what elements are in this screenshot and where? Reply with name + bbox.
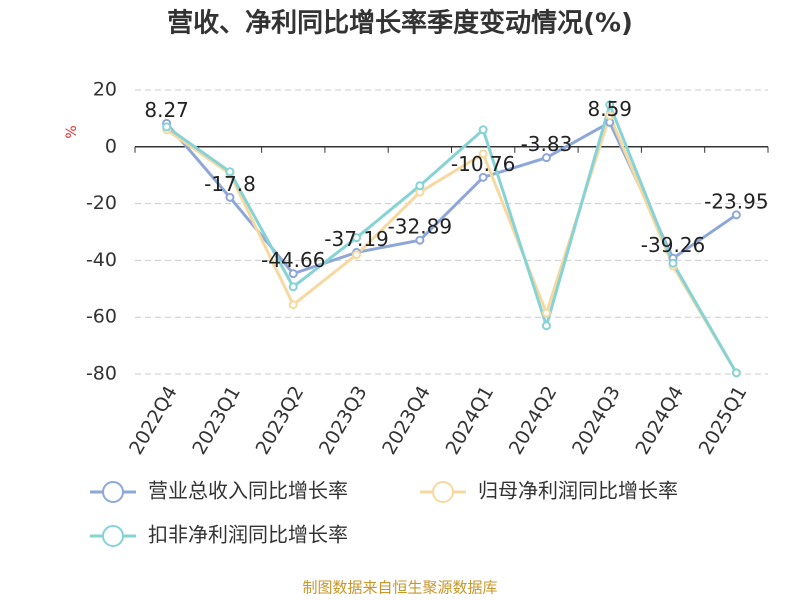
data-label: -10.76 xyxy=(451,152,515,176)
x-tick-label: 2023Q3 xyxy=(315,382,372,458)
y-tick-label: -20 xyxy=(86,192,117,214)
chart-title: 营收、净利同比增长率季度变动情况(%) xyxy=(167,8,633,39)
series-line xyxy=(165,100,738,374)
legend-label: 营业总收入同比增长率 xyxy=(148,479,348,503)
x-tick-label: 2023Q4 xyxy=(378,382,435,458)
point xyxy=(288,282,298,292)
x-tick-label: 2024Q3 xyxy=(568,382,625,458)
point xyxy=(352,250,362,260)
x-tick-label: 2024Q4 xyxy=(631,382,688,458)
point xyxy=(541,153,551,163)
data-label: -44.66 xyxy=(261,248,325,272)
legend-marker xyxy=(102,525,124,547)
y-axis-label: % xyxy=(64,125,80,138)
data-label: 8.59 xyxy=(587,97,632,121)
data-label: -3.83 xyxy=(521,132,573,156)
x-tick-label: 2025Q1 xyxy=(695,382,752,458)
series-line xyxy=(165,111,738,374)
y-tick-label: -40 xyxy=(86,249,117,271)
point xyxy=(731,210,741,220)
y-tick-label: 20 xyxy=(93,79,117,101)
legend-marker xyxy=(432,481,454,503)
x-tick-label: 2022Q4 xyxy=(125,382,182,458)
point xyxy=(478,172,488,182)
point xyxy=(288,269,298,279)
point xyxy=(225,192,235,202)
data-label: 8.27 xyxy=(144,98,189,122)
point xyxy=(162,122,172,132)
point xyxy=(415,181,425,191)
point xyxy=(605,111,615,121)
data-label: -23.95 xyxy=(704,189,768,213)
point xyxy=(605,100,615,110)
y-tick-label: -60 xyxy=(86,306,117,328)
point xyxy=(541,321,551,331)
x-tick-label: 2023Q2 xyxy=(252,382,309,458)
data-label: -37.19 xyxy=(324,227,388,251)
x-tick-label: 2024Q2 xyxy=(505,382,562,458)
legend-label: 归母净利润同比增长率 xyxy=(478,479,678,503)
point xyxy=(478,125,488,135)
data-label: -32.89 xyxy=(388,215,452,239)
point xyxy=(731,368,741,378)
point xyxy=(225,167,235,177)
point xyxy=(352,233,362,243)
data-label: -39.26 xyxy=(641,233,705,257)
point xyxy=(288,300,298,310)
point xyxy=(541,308,551,318)
x-tick-label: 2024Q1 xyxy=(441,382,498,458)
point xyxy=(415,235,425,245)
data-label: -17.8 xyxy=(204,172,256,196)
y-tick-label: -80 xyxy=(86,363,117,385)
legend-marker xyxy=(102,481,124,503)
point xyxy=(478,149,488,159)
legend-label: 扣非净利润同比增长率 xyxy=(148,523,348,547)
point xyxy=(668,258,678,268)
y-tick-label: 0 xyxy=(105,135,117,157)
source-note: 制图数据来自恒生聚源数据库 xyxy=(302,579,497,597)
x-tick-label: 2023Q1 xyxy=(188,382,245,458)
